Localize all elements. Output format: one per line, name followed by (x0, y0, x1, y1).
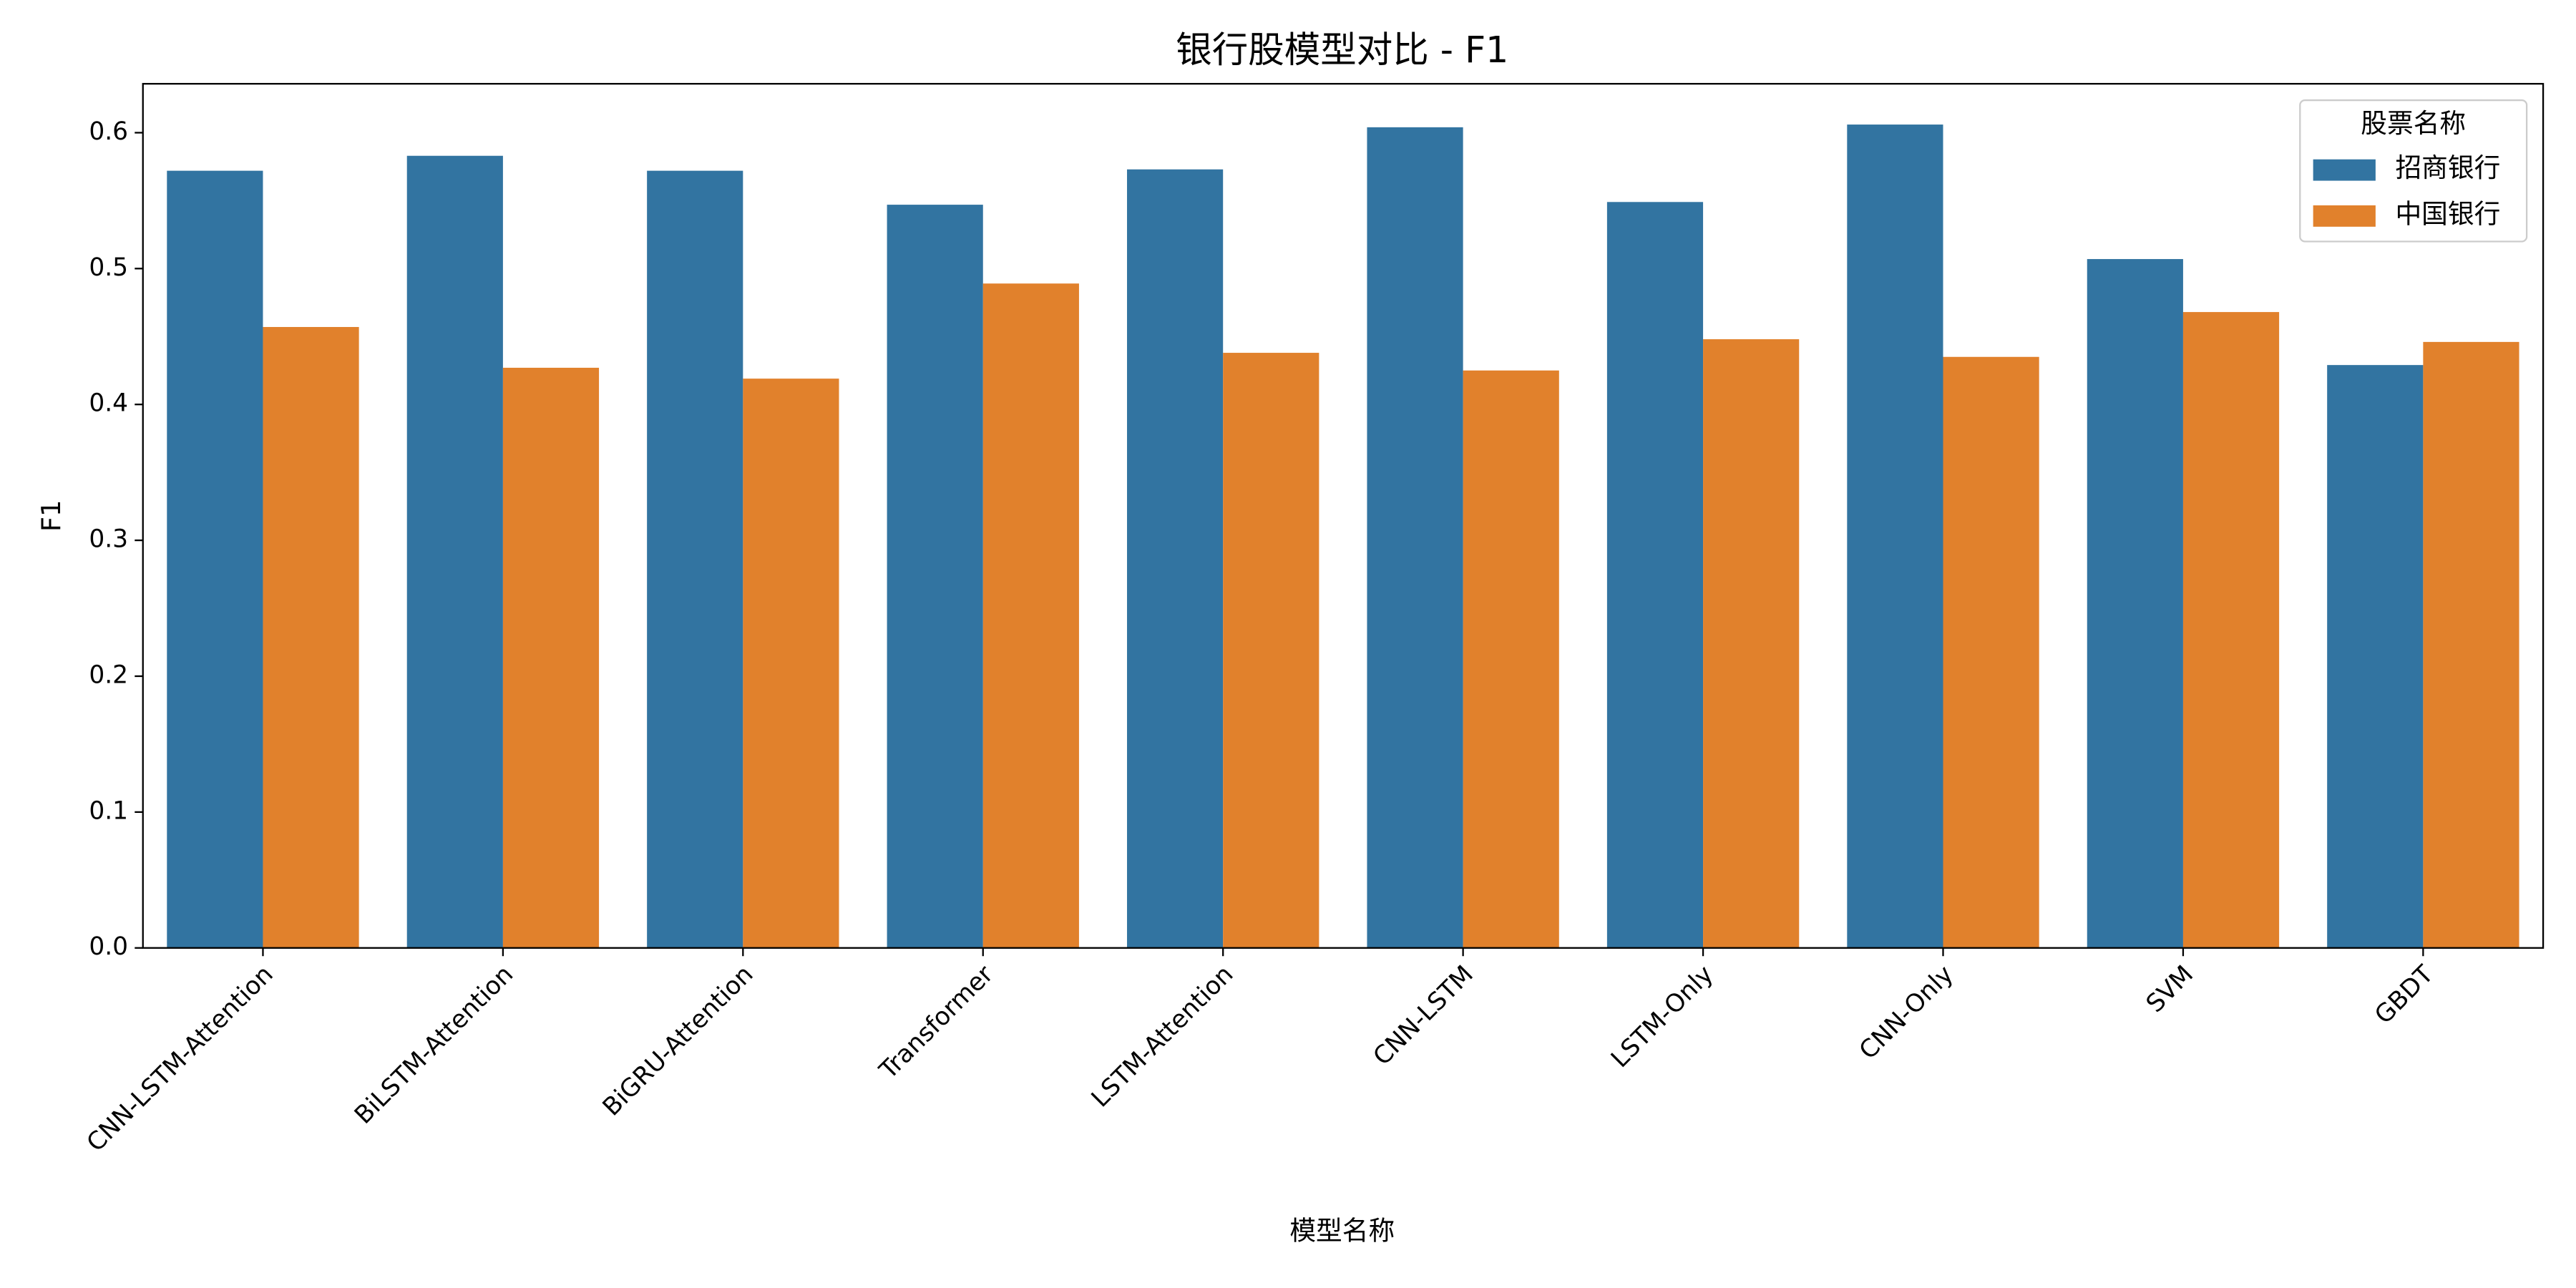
bar (1943, 356, 2039, 948)
legend-label: 招商银行 (2395, 152, 2500, 183)
bar (1606, 202, 1704, 948)
y-tick-label: 0.2 (89, 660, 128, 689)
y-axis-label: F1 (36, 500, 67, 532)
bar (1367, 127, 1463, 948)
legend-swatch (2313, 205, 2376, 227)
bar (406, 155, 503, 948)
bar (2327, 365, 2424, 948)
bar (502, 367, 600, 948)
bar (1703, 339, 1800, 948)
y-tick-label: 0.0 (89, 932, 128, 961)
legend-label: 中国银行 (2395, 198, 2500, 229)
y-tick-label: 0.5 (89, 253, 128, 282)
legend-title: 股票名称 (2361, 108, 2466, 139)
bar (2087, 259, 2183, 948)
plot-frame (142, 82, 2545, 949)
bar (2182, 312, 2280, 948)
bar (647, 170, 743, 948)
legend-swatch (2313, 159, 2376, 181)
y-tick-label: 0.3 (89, 525, 128, 554)
y-tick-label: 0.1 (89, 796, 128, 825)
bar (1223, 353, 1319, 948)
bar (263, 326, 359, 948)
bar (1127, 169, 1224, 948)
bar (982, 283, 1079, 948)
chart-title: 银行股模型对比 - F1 (1176, 29, 1508, 71)
bar (1463, 370, 1559, 948)
bar (1847, 125, 1943, 948)
bar (887, 205, 983, 948)
bar (743, 379, 839, 948)
bar (2423, 341, 2519, 948)
x-axis-label: 模型名称 (1289, 1215, 1395, 1246)
y-tick-label: 0.4 (89, 389, 128, 418)
bar (167, 170, 263, 948)
y-tick-label: 0.6 (89, 117, 128, 146)
